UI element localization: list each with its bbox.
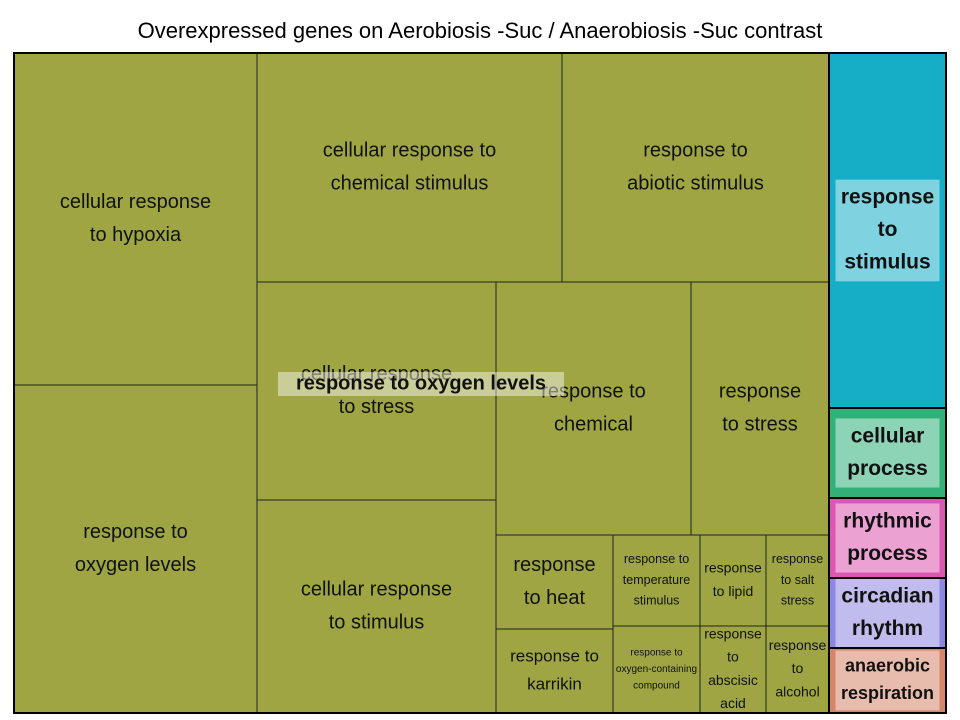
- tile-label: process: [847, 542, 928, 565]
- tile-label: response to: [510, 646, 599, 665]
- tile-label: to stress: [722, 413, 798, 435]
- group-label-highlight: [835, 650, 940, 711]
- tile-label: rhythm: [852, 617, 923, 640]
- tile-label: to heat: [524, 587, 586, 609]
- tile-label: acid: [720, 695, 746, 711]
- tile-label: karrikin: [527, 675, 582, 694]
- tile-response-to-abscisic-acid: [699, 625, 767, 714]
- tile-label: to: [878, 218, 898, 241]
- tile-cellular-response-to-chemical-stimulus: [256, 52, 563, 283]
- tile-label: response: [513, 554, 595, 576]
- tile-label: respiration: [841, 683, 934, 703]
- tile-label: temperature: [623, 573, 690, 587]
- main-group-label-highlight: [278, 372, 564, 396]
- tile-label: abiotic stimulus: [627, 172, 764, 194]
- tile-label: chemical: [554, 413, 633, 435]
- tile-label: stress: [781, 593, 814, 607]
- tile-label: rhythmic: [843, 509, 932, 532]
- tile-response-to-lipid: [699, 534, 767, 627]
- tile-response-to-salt-stress: [765, 534, 830, 627]
- tile-label: oxygen-containing: [616, 664, 697, 675]
- tile-circadian-rhythm: [828, 577, 947, 649]
- group-anaerobic-respiration: anaerobic respiration: [828, 647, 947, 714]
- tile-label: to stress: [339, 396, 415, 418]
- tile-label: stimulus: [844, 251, 930, 274]
- tile-cellular-response-to-stimulus: [256, 499, 497, 714]
- tile-response-to-oxygen-levels: [13, 384, 258, 714]
- group-label-highlight: [835, 418, 940, 488]
- tile-label: response: [841, 185, 934, 208]
- main-group-label: response to oxygen levels: [296, 372, 546, 394]
- tile-label: to hypoxia: [90, 224, 182, 246]
- tile-label: response: [719, 380, 801, 402]
- tile-response-to-stress: [690, 281, 830, 536]
- tile-response-to-alcohol: [765, 625, 830, 714]
- tile-response-to-oxygen-containing-compound: [612, 625, 701, 714]
- group-response-to-oxygen-levels: cellular response to hypoxia response to ox…: [13, 52, 830, 714]
- chart-title: Overexpressed genes on Aerobiosis -Suc /…: [137, 18, 823, 43]
- tile-label: cellular response: [301, 578, 452, 600]
- tile-label: chemical stimulus: [331, 172, 489, 194]
- tile-label: stimulus: [634, 593, 680, 607]
- tile-label: circadian: [841, 584, 933, 607]
- tile-label: response: [704, 626, 762, 642]
- tile-label: response to: [630, 648, 683, 659]
- tile-label: anaerobic: [845, 655, 930, 675]
- tile-label: response: [704, 560, 762, 576]
- group-label-highlight: [835, 503, 940, 573]
- tile-response-to-temperature-stimulus: [612, 534, 701, 627]
- tile-label: response to: [83, 521, 188, 543]
- tile-label: response to: [624, 552, 689, 566]
- tile-response-to-chemical: [495, 281, 692, 536]
- tile-label: to: [727, 649, 739, 665]
- tile-label: compound: [633, 681, 680, 692]
- tile-response-to-abiotic-stimulus: [561, 52, 830, 283]
- tile-label: response: [772, 552, 823, 566]
- group-rhythmic-process: rhythmic process: [828, 497, 947, 579]
- side-groups-frame: [828, 52, 947, 714]
- tile-label: alcohol: [775, 683, 819, 699]
- tile-response-to-karrikin: [495, 628, 614, 714]
- tile-label: abscisic: [708, 672, 758, 688]
- tile-label: to: [792, 660, 804, 676]
- tile-label: cellular response: [301, 363, 452, 385]
- tile-label: to salt: [781, 573, 815, 587]
- tile-label: to lipid: [713, 583, 753, 599]
- group-circadian-rhythm: circadian rhythm: [828, 577, 947, 649]
- tile-label: cellular response to: [323, 139, 496, 161]
- tile-label: response to: [541, 380, 646, 402]
- group-label-highlight: [835, 179, 940, 282]
- tile-response-to-heat: [495, 534, 614, 630]
- tile-label: oxygen levels: [75, 554, 196, 576]
- tile-label: response to: [643, 139, 748, 161]
- tile-label: to stimulus: [329, 611, 425, 633]
- group-response-to-stimulus: response to stimulus: [828, 52, 947, 409]
- tile-label: process: [847, 457, 928, 480]
- tile-label: response: [769, 637, 827, 653]
- group-label-highlight: [835, 578, 940, 648]
- group-cellular-process: cellular process: [828, 407, 947, 499]
- tile-cellular-response-to-hypoxia: [13, 52, 258, 386]
- tile-label: cellular response: [60, 191, 211, 213]
- tile-label: cellular: [851, 424, 925, 447]
